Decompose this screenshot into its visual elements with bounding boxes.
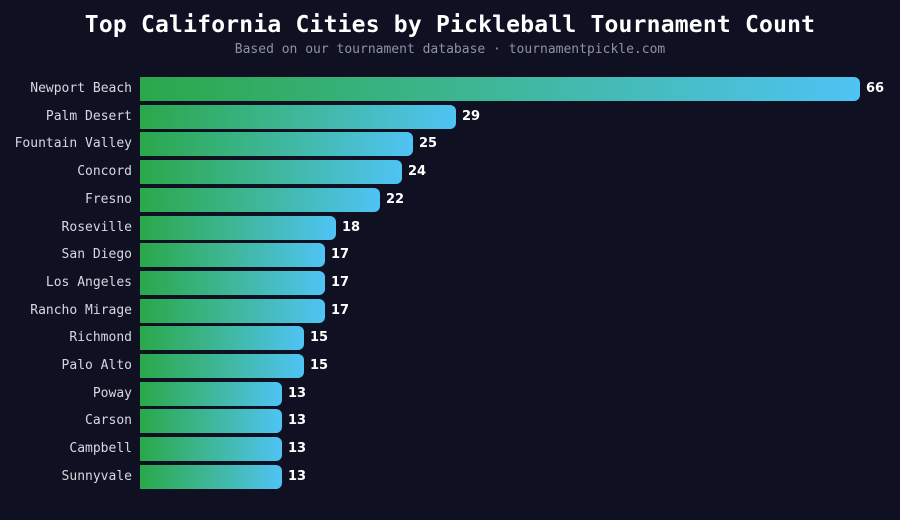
bar-row: Campbell 13: [0, 437, 900, 462]
bar-row: Roseville 18: [0, 215, 900, 240]
bar-row: Palo Alto 15: [0, 354, 900, 378]
chart-title: Top California Cities by Pickleball Tour…: [84, 12, 816, 38]
category-label: Los Angeles: [45, 274, 132, 290]
bar: [140, 354, 304, 378]
value-label: 17: [331, 274, 350, 290]
value-label: 13: [288, 441, 307, 457]
category-label: Carson: [85, 413, 132, 429]
category-label: Sunnyvale: [61, 468, 132, 484]
bar-row: Fresno 22: [0, 187, 900, 212]
bar: [140, 437, 282, 462]
category-label: Poway: [92, 385, 132, 401]
bar-row: Carson 13: [0, 409, 900, 434]
category-label: Campbell: [69, 441, 132, 457]
bar-row: Fountain Valley 25: [0, 132, 900, 157]
bar: [140, 270, 325, 295]
value-label: 13: [288, 385, 307, 401]
category-label: Roseville: [61, 219, 132, 235]
category-label: Fountain Valley: [14, 136, 132, 152]
value-label: 29: [462, 108, 481, 124]
value-label: 24: [408, 164, 427, 180]
value-label: 22: [386, 191, 405, 207]
bar-row: San Diego 17: [0, 243, 900, 268]
category-label: Concord: [77, 164, 132, 180]
category-label: San Diego: [61, 247, 132, 263]
bar-row: Los Angeles 17: [0, 270, 900, 295]
category-label: Newport Beach: [30, 81, 132, 96]
category-label: Fresno: [85, 191, 132, 207]
bar-row: Poway 13: [0, 381, 900, 406]
bar: [140, 298, 325, 323]
bar: [140, 77, 860, 101]
bar-row: Concord 24: [0, 160, 900, 185]
value-label: 17: [331, 247, 350, 263]
value-label: 17: [331, 302, 350, 318]
bar: [140, 215, 336, 240]
bar: [140, 409, 282, 434]
bar-row: Sunnyvale 13: [0, 464, 900, 489]
bar: [140, 160, 402, 185]
bar: [140, 326, 304, 351]
bar: [140, 132, 413, 157]
category-label: Palo Alto: [61, 358, 132, 373]
category-label: Richmond: [69, 330, 132, 346]
value-label: 13: [288, 413, 307, 429]
bar-row: Richmond 15: [0, 326, 900, 351]
chart-subtitle: Based on our tournament database · tourn…: [234, 42, 666, 57]
value-label: 25: [419, 136, 438, 152]
bar: [140, 243, 325, 268]
bar-row: Palm Desert 29: [0, 104, 900, 129]
bar: [140, 104, 456, 129]
value-label: 15: [310, 330, 329, 346]
bar-row: Newport Beach 66: [0, 77, 900, 101]
bar-row: Rancho Mirage 17: [0, 298, 900, 323]
category-label: Rancho Mirage: [30, 302, 132, 318]
value-label: 15: [310, 358, 329, 373]
value-label: 13: [288, 468, 307, 484]
value-label: 66: [866, 81, 885, 96]
bar: [140, 187, 380, 212]
bar: [140, 464, 282, 489]
value-label: 18: [342, 219, 361, 235]
category-label: Palm Desert: [45, 108, 132, 124]
bar: [140, 381, 282, 406]
